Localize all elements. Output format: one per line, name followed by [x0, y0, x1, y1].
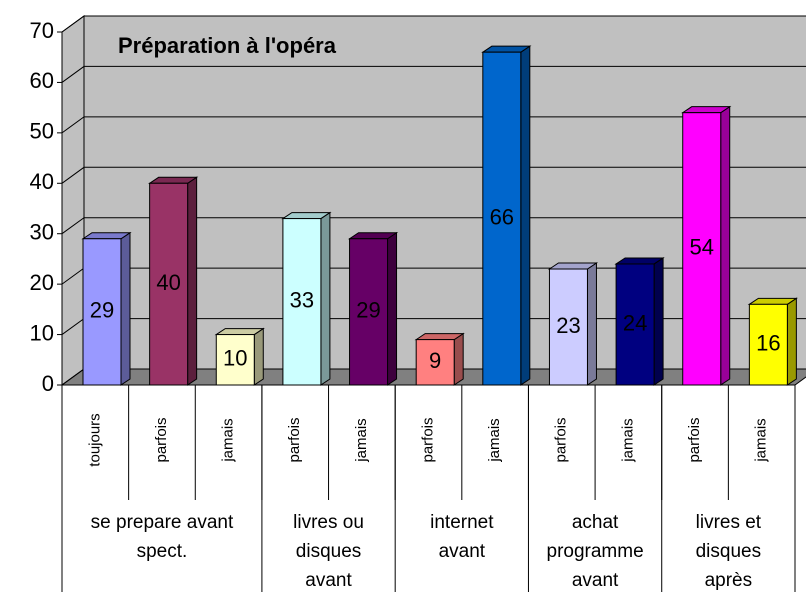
bar — [282, 218, 322, 386]
group-label: internet — [430, 512, 494, 533]
bar-top — [614, 257, 665, 265]
group-label: après — [705, 570, 753, 591]
x-tick-label: toujours — [86, 413, 103, 466]
grid-line — [61, 65, 806, 83]
y-tick-label: 70 — [30, 18, 54, 43]
group-label: disques — [696, 541, 762, 562]
bar-side — [653, 257, 664, 386]
grid-line — [61, 217, 806, 235]
y-tick-label: 30 — [30, 220, 54, 245]
bar — [482, 51, 522, 386]
group-label: avant — [439, 541, 486, 562]
x-tick-label: jamais — [220, 418, 237, 462]
x-tick-label: parfois — [686, 417, 703, 462]
x-tick-label: jamais — [753, 418, 770, 462]
bar — [615, 263, 655, 386]
bar-top — [214, 328, 265, 336]
bar-side — [253, 327, 264, 386]
x-tick-label: parfois — [553, 417, 570, 462]
y-tick-label: 50 — [30, 119, 54, 144]
bar-side — [320, 211, 331, 386]
group-label: livres ou — [293, 512, 364, 533]
data-label: 40 — [156, 270, 180, 295]
x-tick-label: jamais — [619, 418, 636, 462]
data-label: 33 — [290, 288, 314, 313]
group-label: spect. — [137, 541, 188, 562]
y-tick-label: 20 — [30, 270, 54, 295]
group-label: avant — [305, 570, 352, 591]
bar — [415, 339, 455, 386]
group-label: achat — [572, 512, 619, 533]
grid-line — [61, 116, 806, 134]
bar-side — [187, 176, 198, 386]
bar-top — [547, 262, 599, 270]
chart-title: Préparation à l'opéra — [118, 33, 337, 58]
x-tick-label: parfois — [419, 417, 436, 462]
bar-top — [281, 212, 332, 220]
data-label: 10 — [223, 346, 247, 371]
group-label: livres et — [696, 512, 762, 533]
grid-line — [61, 166, 806, 184]
bar-side — [720, 105, 731, 386]
bar — [215, 334, 255, 386]
data-label: 29 — [356, 298, 380, 323]
data-label: 66 — [490, 204, 514, 229]
y-tick-label: 40 — [30, 169, 54, 194]
side-wall — [61, 15, 85, 386]
group-label: disques — [296, 541, 362, 562]
bar-top — [81, 232, 132, 240]
group-label: avant — [572, 570, 619, 591]
bar — [682, 112, 722, 386]
x-tick-label: parfois — [286, 417, 303, 462]
bar-top — [747, 297, 799, 305]
group-label: se prepare avant — [91, 512, 234, 533]
bar-side — [387, 231, 398, 386]
bar-top — [681, 106, 732, 114]
y-tick-label: 0 — [42, 371, 54, 396]
data-label: 23 — [556, 313, 580, 338]
bar-side — [453, 332, 464, 386]
x-tick-label: jamais — [486, 418, 503, 462]
bar-top — [414, 333, 465, 341]
bar — [548, 268, 588, 386]
x-tick-label: jamais — [353, 418, 370, 462]
data-label: 9 — [429, 348, 441, 373]
data-label: 54 — [689, 235, 713, 260]
group-label: programme — [547, 541, 644, 562]
bar — [748, 303, 788, 386]
bar-top — [481, 45, 532, 53]
y-tick-label: 60 — [30, 68, 54, 93]
grid-line — [61, 15, 806, 33]
bar — [82, 238, 122, 386]
bar — [349, 238, 389, 386]
bar-side — [520, 45, 531, 386]
data-label: 24 — [623, 310, 647, 335]
bar-top — [147, 176, 199, 184]
bar-side — [586, 262, 597, 386]
bar-side — [786, 297, 797, 386]
bar-top — [347, 232, 399, 240]
bar-side — [120, 231, 131, 386]
data-label: 16 — [756, 330, 780, 355]
bar — [149, 182, 189, 386]
y-tick-label: 10 — [30, 320, 54, 345]
data-label: 29 — [90, 298, 114, 323]
x-tick-label: parfois — [153, 417, 170, 462]
